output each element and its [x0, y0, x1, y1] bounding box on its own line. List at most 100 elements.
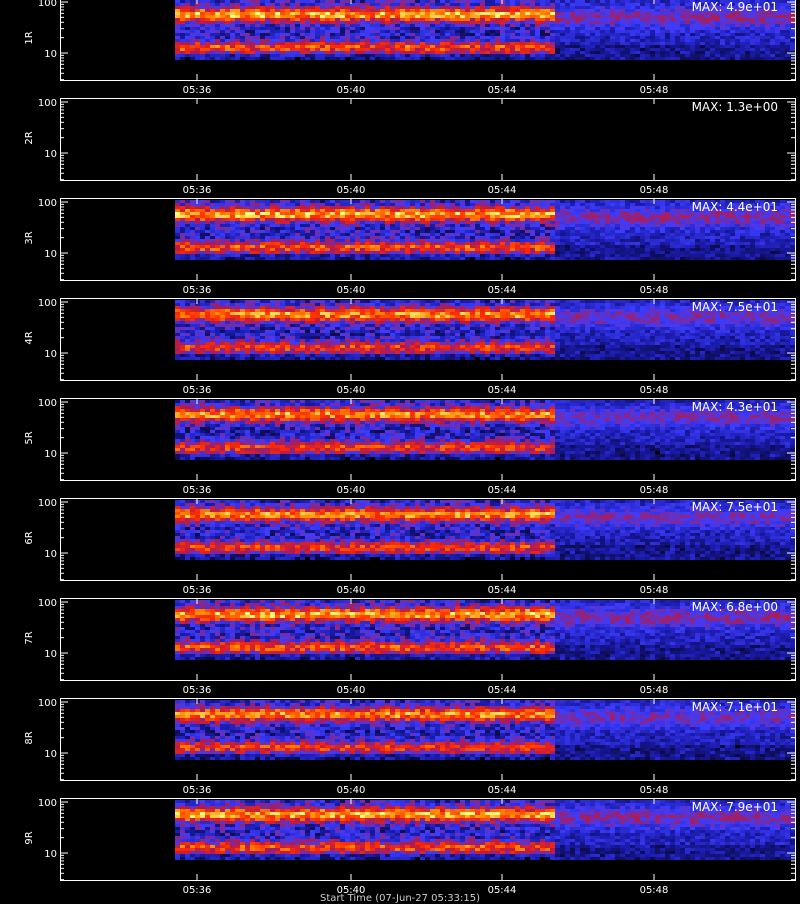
heat-cell: [720, 215, 725, 218]
heat-cell: [540, 224, 545, 227]
heat-cell: [300, 54, 305, 57]
heat-cell: [490, 251, 495, 254]
heat-cell: [345, 30, 350, 33]
heat-cell: [570, 206, 575, 209]
heat-cell: [255, 36, 260, 39]
heat-cell: [410, 227, 415, 230]
heat-cell: [320, 15, 325, 18]
heat-cell: [320, 218, 325, 221]
heat-cell: [705, 33, 710, 36]
heat-cell: [620, 21, 625, 24]
heat-cell: [725, 48, 730, 51]
heat-cell: [255, 33, 260, 36]
heat-cell: [695, 27, 700, 30]
heat-cell: [615, 3, 620, 6]
heat-cell: [275, 15, 280, 18]
heat-cell: [510, 24, 515, 27]
heat-cell: [425, 248, 430, 251]
heat-cell: [700, 248, 705, 251]
heat-cell: [370, 21, 375, 24]
heat-cell: [415, 27, 420, 30]
heat-cell: [745, 42, 750, 45]
heat-cell: [445, 18, 450, 21]
heat-cell: [190, 239, 195, 242]
heat-cell: [610, 209, 615, 212]
heat-cell: [500, 209, 505, 212]
heat-cell: [225, 3, 230, 6]
heat-cell: [675, 39, 680, 42]
heat-cell: [270, 36, 275, 39]
heat-cell: [190, 51, 195, 54]
heat-cell: [690, 42, 695, 45]
heat-cell: [240, 257, 245, 260]
heat-cell: [660, 33, 665, 36]
heat-cell: [430, 251, 435, 254]
heat-cell: [400, 18, 405, 21]
heat-cell: [260, 30, 265, 33]
heat-cell: [465, 239, 470, 242]
heat-cell: [715, 245, 720, 248]
heat-cell: [260, 233, 265, 236]
heat-cell: [555, 236, 560, 239]
heat-cell: [685, 206, 690, 209]
heat-cell: [655, 236, 660, 239]
heat-cell: [620, 248, 625, 251]
heat-cell: [445, 33, 450, 36]
heat-cell: [445, 42, 450, 45]
heat-cell: [660, 30, 665, 33]
heat-cell: [455, 27, 460, 30]
heat-cell: [735, 42, 740, 45]
heat-cell: [405, 33, 410, 36]
heat-cell: [300, 200, 305, 203]
heat-cell: [645, 254, 650, 257]
heat-cell: [555, 42, 560, 45]
heat-cell: [525, 251, 530, 254]
heat-cell: [405, 18, 410, 21]
heat-cell: [455, 39, 460, 42]
panel-3R: 1001005:3605:4005:4405:483RMAX: 4.4e+01: [24, 198, 796, 296]
heat-cell: [420, 227, 425, 230]
heat-cell: [245, 230, 250, 233]
heat-cell: [410, 30, 415, 33]
heat-cell: [185, 236, 190, 239]
heat-cell: [320, 48, 325, 51]
heat-cell: [740, 30, 745, 33]
heat-cell: [515, 3, 520, 6]
heat-cell: [240, 54, 245, 57]
heat-cell: [350, 248, 355, 251]
heat-cell: [485, 45, 490, 48]
heat-cell: [640, 209, 645, 212]
heat-cell: [570, 21, 575, 24]
heat-cell: [270, 54, 275, 57]
heat-cell: [650, 45, 655, 48]
heat-cell: [675, 24, 680, 27]
heat-cell: [370, 54, 375, 57]
heat-cell: [485, 236, 490, 239]
heat-cell: [650, 54, 655, 57]
heat-cell: [485, 0, 490, 3]
heat-cell: [765, 15, 770, 18]
heat-cell: [315, 215, 320, 218]
heat-cell: [470, 51, 475, 54]
heat-cell: [450, 54, 455, 57]
heat-cell: [370, 248, 375, 251]
heat-cell: [335, 215, 340, 218]
heat-cell: [190, 212, 195, 215]
heat-cell: [550, 248, 555, 251]
heat-cell: [580, 257, 585, 260]
heat-cell: [295, 212, 300, 215]
heat-cell: [220, 24, 225, 27]
heat-cell: [245, 12, 250, 15]
heat-cell: [560, 245, 565, 248]
heat-cell: [615, 57, 620, 60]
heat-cell: [530, 54, 535, 57]
heat-cell: [345, 24, 350, 27]
heat-cell: [295, 51, 300, 54]
heat-cell: [730, 254, 735, 257]
heat-cell: [495, 12, 500, 15]
heat-cell: [340, 242, 345, 245]
heat-cell: [425, 230, 430, 233]
heat-cell: [215, 245, 220, 248]
heat-cell: [245, 51, 250, 54]
heat-cell: [505, 227, 510, 230]
